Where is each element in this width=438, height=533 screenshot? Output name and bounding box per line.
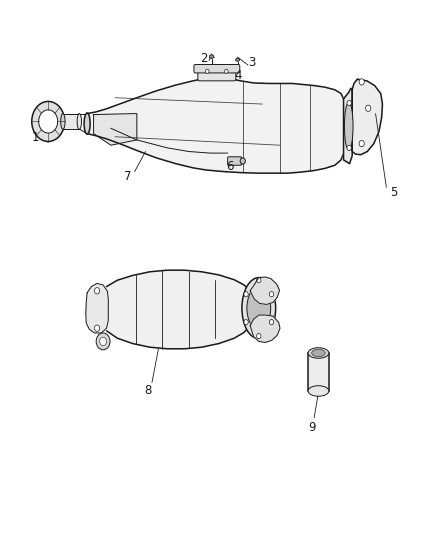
Circle shape <box>95 288 100 294</box>
Circle shape <box>359 79 364 85</box>
Ellipse shape <box>209 55 214 59</box>
Ellipse shape <box>247 287 271 330</box>
Polygon shape <box>343 88 352 164</box>
Text: 9: 9 <box>308 421 316 434</box>
Circle shape <box>347 145 351 150</box>
Polygon shape <box>86 284 108 333</box>
Text: 3: 3 <box>248 56 255 69</box>
Circle shape <box>257 334 261 339</box>
Circle shape <box>269 292 274 297</box>
Circle shape <box>244 319 248 325</box>
Ellipse shape <box>312 349 325 357</box>
Circle shape <box>225 69 228 74</box>
Ellipse shape <box>77 114 81 130</box>
Circle shape <box>269 319 274 325</box>
Text: 5: 5 <box>390 186 398 199</box>
Circle shape <box>347 100 351 106</box>
Circle shape <box>205 69 209 74</box>
FancyBboxPatch shape <box>198 67 236 81</box>
Ellipse shape <box>308 386 329 396</box>
Text: 1: 1 <box>32 131 39 144</box>
Circle shape <box>32 101 65 141</box>
Circle shape <box>39 110 58 133</box>
Ellipse shape <box>84 113 90 134</box>
FancyBboxPatch shape <box>63 114 79 130</box>
Polygon shape <box>94 114 137 145</box>
FancyBboxPatch shape <box>228 157 241 165</box>
Text: 8: 8 <box>144 384 152 397</box>
Text: 6: 6 <box>226 160 233 173</box>
Polygon shape <box>250 315 280 342</box>
FancyBboxPatch shape <box>308 353 329 391</box>
Circle shape <box>244 292 248 297</box>
Ellipse shape <box>61 114 65 130</box>
Ellipse shape <box>308 348 329 358</box>
Polygon shape <box>250 277 279 304</box>
Circle shape <box>95 325 100 332</box>
Polygon shape <box>106 270 254 349</box>
Text: 2: 2 <box>200 52 208 64</box>
Circle shape <box>359 140 364 147</box>
Polygon shape <box>351 79 382 155</box>
Text: 7: 7 <box>124 171 132 183</box>
Ellipse shape <box>236 58 240 61</box>
Circle shape <box>366 105 371 111</box>
Circle shape <box>100 337 106 345</box>
Circle shape <box>240 158 245 164</box>
Ellipse shape <box>242 278 276 339</box>
Ellipse shape <box>344 102 353 150</box>
FancyBboxPatch shape <box>194 64 240 73</box>
Polygon shape <box>87 78 343 173</box>
Circle shape <box>96 333 110 350</box>
Circle shape <box>257 278 261 283</box>
Text: 4: 4 <box>235 69 242 82</box>
